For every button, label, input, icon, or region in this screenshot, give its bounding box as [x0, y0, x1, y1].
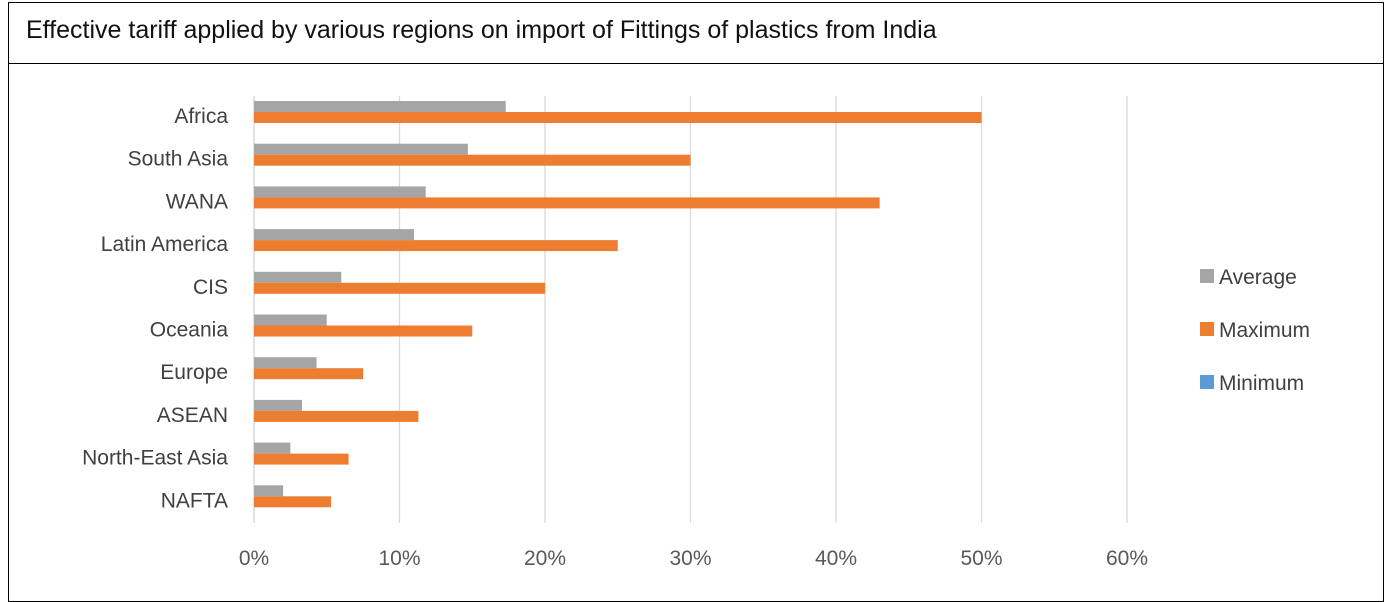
x-tick-label: 30%	[669, 547, 711, 570]
category-label: WANA	[166, 190, 228, 213]
bar-maximum	[254, 282, 545, 294]
bar-maximum	[254, 240, 618, 252]
legend-label-minimum: Minimum	[1219, 372, 1304, 395]
bar-maximum	[254, 453, 349, 465]
bar-maximum	[254, 197, 880, 209]
bars	[254, 101, 982, 508]
bar-average	[254, 143, 468, 155]
category-label: CIS	[193, 276, 228, 299]
bar-average	[254, 101, 506, 112]
category-label: South Asia	[128, 148, 229, 171]
category-label: ASEAN	[157, 404, 228, 427]
chart-title-bar: Effective tariff applied by various regi…	[8, 2, 1384, 64]
bar-average	[254, 186, 426, 198]
x-tick-labels: 0% 10% 20% 30% 40% 50% 60%	[239, 547, 1148, 570]
category-label: NAFTA	[161, 489, 228, 512]
bar-average	[254, 485, 284, 497]
x-tick-label: 0%	[239, 547, 269, 570]
bar-maximum	[254, 112, 982, 123]
legend: Average Maximum Minimum	[1200, 266, 1310, 395]
bar-average	[254, 271, 342, 283]
bar-average	[254, 399, 303, 411]
legend-swatch-maximum	[1200, 322, 1214, 336]
category-label: Europe	[160, 361, 228, 384]
bar-maximum	[254, 410, 419, 422]
x-tick-label: 60%	[1106, 547, 1148, 570]
chart-title: Effective tariff applied by various regi…	[26, 16, 937, 44]
category-labels: Africa South Asia WANA Latin America CIS Ocea…	[82, 105, 228, 512]
legend-label-maximum: Maximum	[1219, 319, 1310, 342]
legend-swatch-average	[1200, 269, 1214, 283]
x-tick-label: 20%	[524, 547, 566, 570]
bar-maximum	[254, 154, 691, 166]
x-tick-label: 40%	[815, 547, 857, 570]
bar-average	[254, 314, 327, 326]
category-label: Africa	[174, 105, 228, 128]
bar-maximum	[254, 368, 364, 380]
category-label: Latin America	[101, 233, 229, 256]
category-label: Oceania	[150, 319, 229, 342]
bar-average	[254, 442, 291, 454]
category-label: North-East Asia	[82, 447, 228, 470]
x-tick-label: 50%	[960, 547, 1002, 570]
bar-average	[254, 357, 317, 369]
x-tick-label: 10%	[378, 547, 420, 570]
bar-maximum	[254, 496, 332, 508]
bar-maximum	[254, 325, 473, 337]
legend-swatch-minimum	[1200, 375, 1214, 389]
legend-label-average: Average	[1219, 266, 1297, 289]
bar-average	[254, 229, 415, 241]
